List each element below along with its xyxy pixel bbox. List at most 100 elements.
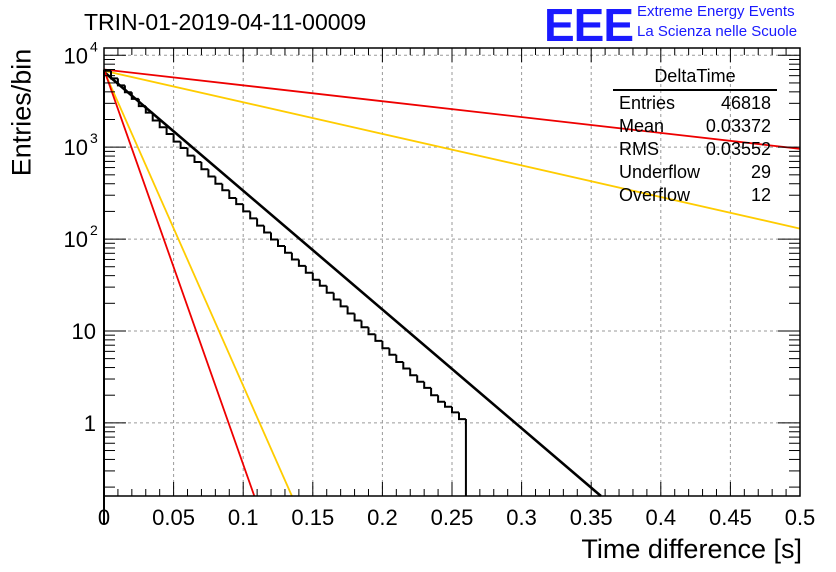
plot-frame <box>103 47 801 497</box>
x-tick-label: 0.35 <box>570 505 613 530</box>
stat-row-underflow: Underflow 29 <box>613 161 777 184</box>
stat-value: 0.03552 <box>705 139 771 159</box>
y-tick-label: 10 <box>72 319 96 344</box>
histogram-bin <box>346 306 355 315</box>
histogram-bin <box>395 354 404 363</box>
histogram-bin <box>165 127 174 135</box>
y-tick-exponent: 4 <box>90 38 98 54</box>
y-tick-label: 10 <box>64 43 88 68</box>
stat-row-entries: Entries 46818 <box>613 92 777 115</box>
histogram-bin <box>367 327 376 336</box>
histogram-bin <box>374 334 383 342</box>
histogram-bin <box>242 204 251 213</box>
histogram-bin <box>130 92 139 100</box>
histogram-bin <box>444 401 452 408</box>
stat-row-rms: RMS 0.03552 <box>613 138 777 161</box>
x-tick-label: 0.4 <box>646 505 677 530</box>
x-tick-label: 0.3 <box>506 505 537 530</box>
eee-logo: EEE <box>544 0 634 51</box>
histogram-bin <box>137 98 146 108</box>
histogram-bin <box>290 252 299 261</box>
x-tick-label: 0 <box>98 505 110 530</box>
histogram-bin <box>381 340 390 350</box>
histogram-bin <box>325 285 334 294</box>
fit-line-3 <box>103 70 293 497</box>
axes <box>103 47 801 497</box>
histogram-bin <box>144 106 153 114</box>
x-tick-label: 0.15 <box>291 505 334 530</box>
histogram-bin <box>388 348 397 356</box>
stat-value: 12 <box>750 185 771 205</box>
histogram-bin <box>249 211 258 220</box>
histogram-bin <box>437 395 445 403</box>
histogram-bin <box>228 190 237 199</box>
histogram-bin <box>270 232 278 241</box>
histogram-bin <box>304 265 313 274</box>
fit-line-2 <box>103 68 801 150</box>
histogram-bin <box>360 320 369 329</box>
histogram-bin <box>353 313 362 322</box>
histogram-bin <box>123 85 132 94</box>
histogram-bin <box>256 218 265 227</box>
stat-label: Underflow <box>619 162 701 182</box>
histogram-bin <box>416 375 425 383</box>
histogram-bin <box>193 155 202 163</box>
histogram-bin <box>297 259 306 267</box>
histogram-bin <box>318 279 327 287</box>
stat-row-mean: Mean 0.03372 <box>613 115 777 138</box>
histogram-bin <box>172 134 181 143</box>
fit-line-1 <box>103 69 801 230</box>
histogram-bin <box>186 148 195 157</box>
histogram-bin <box>158 120 167 129</box>
y-tick-exponent: 2 <box>90 222 98 238</box>
histogram-bin <box>116 78 125 87</box>
histogram-bin <box>423 381 432 389</box>
stat-value: 46818 <box>720 93 771 113</box>
histogram-bin <box>332 292 341 301</box>
histogram-bin <box>214 176 223 185</box>
histogram-bin <box>221 183 230 192</box>
tick-labels: 0 0.05 0.1 0.15 0.2 0.25 0.3 0.35 0.4 0.45 0.5 1 10 1… <box>64 38 816 530</box>
fit-line-0 <box>103 70 602 497</box>
stat-row-overflow: Overflow 12 <box>613 184 777 207</box>
histogram-bin <box>151 112 160 122</box>
histogram-bin <box>207 169 216 178</box>
stat-label: Overflow <box>619 185 691 205</box>
stats-box: DeltaTime Entries 46818 Mean 0.03372 RMS… <box>613 66 777 207</box>
fit-lines <box>103 68 801 497</box>
y-tick-label: 10 <box>64 227 88 252</box>
histogram-bin <box>263 225 271 234</box>
histogram-bin <box>339 299 348 308</box>
histogram-bin <box>284 246 292 254</box>
brand-line-1: Extreme Energy Events <box>637 3 795 20</box>
x-tick-label: 0.5 <box>785 505 816 530</box>
brand-line-2: La Scienza nelle Scuole <box>637 23 798 40</box>
histogram-bin <box>235 198 244 206</box>
histogram-bin <box>409 368 418 377</box>
histogram-bin <box>103 69 111 524</box>
histogram-bin <box>179 141 188 149</box>
x-axis-label: Time difference [s] <box>581 534 802 564</box>
chart-title: TRIN-01-2019-04-11-00009 <box>84 9 367 35</box>
y-tick-exponent: 3 <box>90 130 98 146</box>
x-tick-label: 0.1 <box>228 505 259 530</box>
stat-label: Mean <box>619 116 665 136</box>
stat-label: RMS <box>619 139 659 159</box>
histogram-bin <box>430 387 439 397</box>
histogram-bin <box>311 272 320 281</box>
histogram-bin <box>200 162 209 171</box>
x-tick-label: 0.05 <box>152 505 195 530</box>
stat-value: 29 <box>750 162 771 182</box>
histogram-bin <box>110 70 118 80</box>
stat-value: 0.03372 <box>705 116 771 136</box>
histogram-bin <box>402 362 411 370</box>
stats-title: DeltaTime <box>613 66 777 91</box>
histogram-bin <box>451 406 459 414</box>
x-tick-label: 0.45 <box>709 505 752 530</box>
y-tick-label: 10 <box>64 135 88 160</box>
histogram <box>103 69 467 524</box>
histogram-bin <box>277 239 285 247</box>
fit-line-4 <box>103 69 256 497</box>
y-tick-label: 1 <box>84 411 96 436</box>
